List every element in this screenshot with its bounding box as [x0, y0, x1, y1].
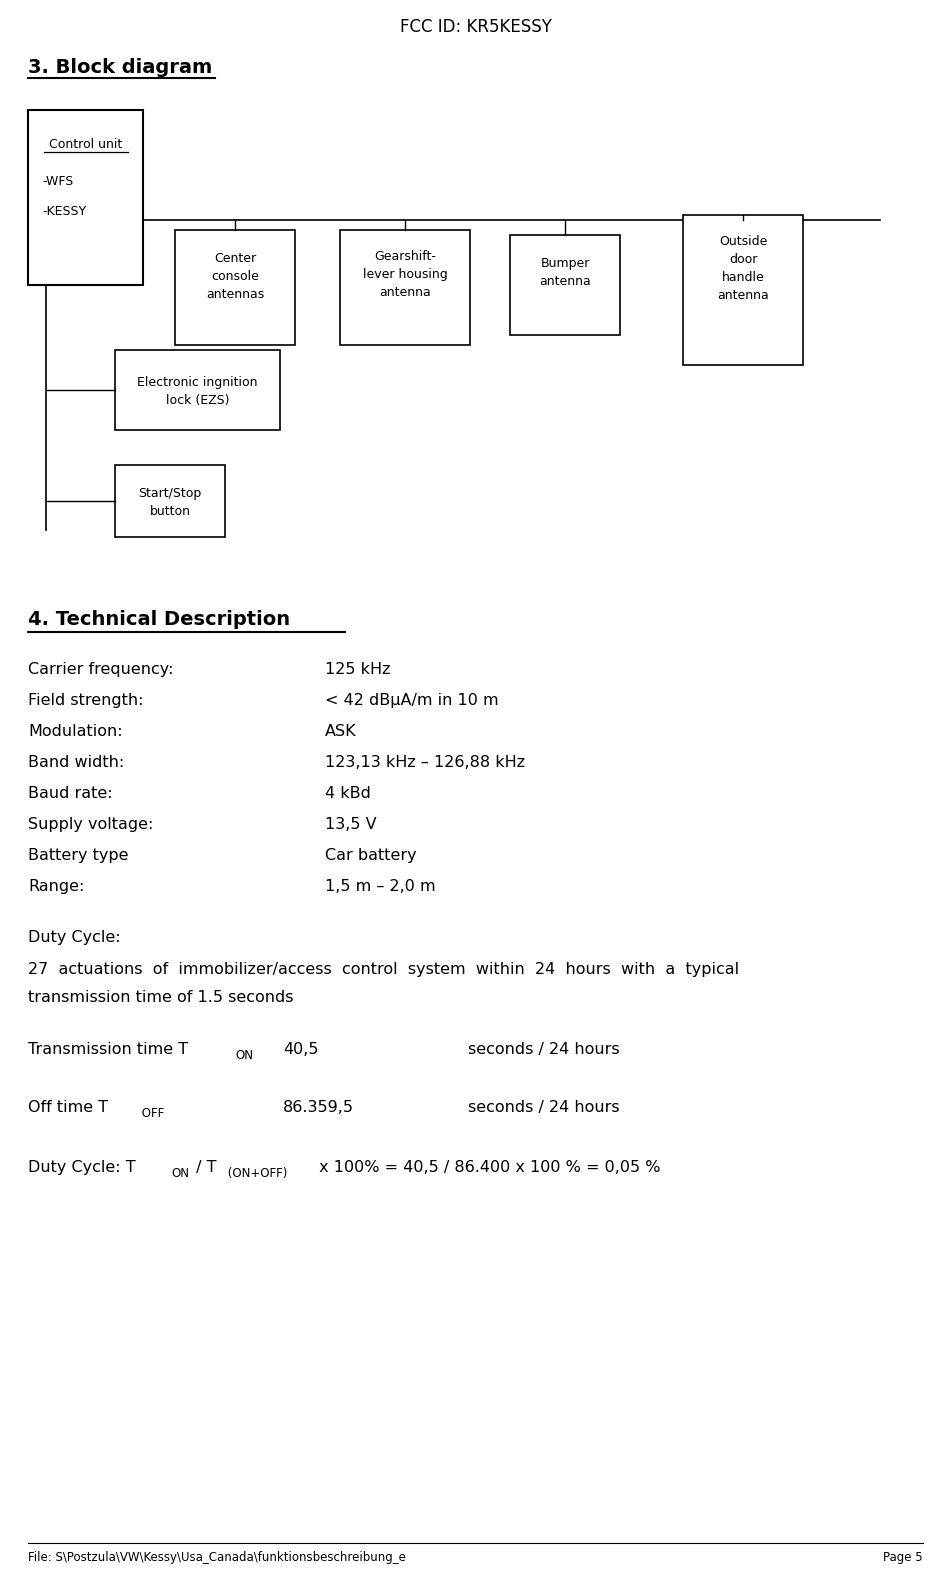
Text: x 100% = 40,5 / 86.400 x 100 % = 0,05 %: x 100% = 40,5 / 86.400 x 100 % = 0,05 % — [314, 1160, 661, 1174]
Text: -WFS: -WFS — [42, 175, 73, 188]
Text: 86.359,5: 86.359,5 — [283, 1100, 354, 1115]
Bar — [510, 235, 620, 335]
Text: antenna: antenna — [379, 286, 431, 299]
Text: antenna: antenna — [539, 275, 591, 288]
Text: 40,5: 40,5 — [283, 1042, 319, 1057]
Text: FCC ID: KR5KESSY: FCC ID: KR5KESSY — [399, 17, 552, 37]
Text: 3. Block diagram: 3. Block diagram — [28, 59, 212, 76]
Text: Car battery: Car battery — [325, 849, 417, 863]
Text: handle: handle — [722, 272, 765, 284]
Text: console: console — [211, 270, 259, 283]
Text: ON: ON — [171, 1166, 189, 1181]
Text: 1,5 m – 2,0 m: 1,5 m – 2,0 m — [325, 879, 436, 895]
Bar — [115, 466, 225, 537]
Text: Gearshift-: Gearshift- — [374, 249, 436, 264]
Text: (ON+OFF): (ON+OFF) — [224, 1166, 287, 1181]
Text: Control unit: Control unit — [49, 138, 122, 151]
Text: Baud rate:: Baud rate: — [28, 787, 112, 801]
Text: ASK: ASK — [325, 725, 357, 739]
Text: -KESSY: -KESSY — [42, 205, 87, 218]
Text: antennas: antennas — [205, 288, 264, 300]
Bar — [683, 215, 803, 365]
Text: door: door — [728, 253, 757, 265]
Text: seconds / 24 hours: seconds / 24 hours — [468, 1042, 620, 1057]
Text: 4. Technical Description: 4. Technical Description — [28, 610, 290, 629]
Bar — [340, 230, 470, 345]
Text: Supply voltage:: Supply voltage: — [28, 817, 153, 833]
Text: transmission time of 1.5 seconds: transmission time of 1.5 seconds — [28, 990, 294, 1004]
Text: antenna: antenna — [717, 289, 768, 302]
Text: 123,13 kHz – 126,88 kHz: 123,13 kHz – 126,88 kHz — [325, 755, 525, 771]
Bar — [115, 350, 280, 431]
Text: / T: / T — [191, 1160, 217, 1174]
Text: ON: ON — [235, 1049, 253, 1061]
Text: OFF: OFF — [138, 1108, 165, 1120]
Text: 4 kBd: 4 kBd — [325, 787, 371, 801]
Bar — [28, 110, 143, 284]
Text: Range:: Range: — [28, 879, 85, 895]
Text: Transmission time T: Transmission time T — [28, 1042, 188, 1057]
Bar — [175, 230, 295, 345]
Text: 27  actuations  of  immobilizer/access  control  system  within  24  hours  with: 27 actuations of immobilizer/access cont… — [28, 961, 739, 977]
Text: Duty Cycle:: Duty Cycle: — [28, 930, 121, 945]
Text: Page 5: Page 5 — [883, 1551, 923, 1564]
Text: Start/Stop: Start/Stop — [139, 486, 202, 501]
Text: Bumper: Bumper — [540, 257, 590, 270]
Text: button: button — [149, 505, 190, 518]
Text: Outside: Outside — [719, 235, 767, 248]
Text: Modulation:: Modulation: — [28, 725, 123, 739]
Text: lock (EZS): lock (EZS) — [165, 394, 229, 407]
Text: Battery type: Battery type — [28, 849, 128, 863]
Text: Electronic ingnition: Electronic ingnition — [137, 377, 258, 389]
Text: seconds / 24 hours: seconds / 24 hours — [468, 1100, 620, 1115]
Text: < 42 dBμA/m in 10 m: < 42 dBμA/m in 10 m — [325, 693, 498, 709]
Text: lever housing: lever housing — [362, 269, 447, 281]
Text: 13,5 V: 13,5 V — [325, 817, 377, 833]
Text: 125 kHz: 125 kHz — [325, 663, 391, 677]
Text: File: S\Postzula\VW\Kessy\Usa_Canada\funktionsbeschreibung_e: File: S\Postzula\VW\Kessy\Usa_Canada\fun… — [28, 1551, 406, 1564]
Text: Duty Cycle: T: Duty Cycle: T — [28, 1160, 136, 1174]
Text: Field strength:: Field strength: — [28, 693, 144, 709]
Text: Carrier frequency:: Carrier frequency: — [28, 663, 173, 677]
Text: Band width:: Band width: — [28, 755, 125, 771]
Text: Off time T: Off time T — [28, 1100, 108, 1115]
Text: Center: Center — [214, 253, 256, 265]
